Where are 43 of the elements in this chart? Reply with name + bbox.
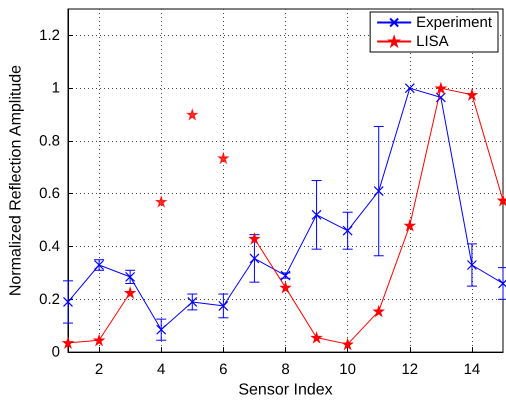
y-tick-label: 1.2	[39, 26, 60, 44]
point	[374, 186, 384, 196]
point	[311, 332, 322, 343]
x-tick-label: 2	[94, 361, 104, 378]
point	[156, 196, 166, 207]
point	[404, 83, 415, 94]
point	[342, 226, 353, 236]
point	[187, 109, 198, 120]
point	[342, 339, 353, 350]
point	[249, 234, 260, 244]
point	[187, 296, 198, 308]
x-tick-label: 6	[219, 361, 228, 378]
y-tick-label: 0	[52, 344, 60, 361]
point	[466, 260, 478, 270]
point	[311, 210, 322, 220]
y-tick-label: 0.2	[39, 290, 60, 308]
x-tick-label: 4	[157, 361, 166, 378]
y-tick-label: 0.6	[39, 185, 60, 202]
y-tick-label: 0.4	[39, 238, 60, 256]
x-tick-label: 14	[464, 361, 480, 378]
point	[125, 288, 136, 298]
point	[436, 92, 446, 103]
point	[374, 306, 384, 316]
point	[466, 90, 478, 100]
point	[404, 220, 415, 231]
point	[280, 282, 291, 293]
point	[218, 300, 228, 312]
x-tick-label: 12	[401, 361, 418, 378]
point	[94, 335, 104, 346]
point	[62, 338, 74, 348]
x-tick-label: 10	[339, 361, 356, 378]
point	[62, 296, 74, 308]
point	[218, 153, 228, 164]
point	[436, 83, 446, 94]
point	[249, 253, 260, 264]
point	[156, 324, 166, 335]
y-tick-label: 1	[52, 80, 60, 97]
x-tick-label: 8	[281, 361, 290, 378]
y-axis-title: Normalized Reflection Amplitude	[8, 64, 24, 296]
x-axis-title: Sensor Index	[238, 382, 333, 398]
legend-label: LISA	[416, 33, 449, 50]
y-tick-label: 0.8	[39, 132, 60, 150]
legend-label: Experiment	[416, 14, 493, 31]
